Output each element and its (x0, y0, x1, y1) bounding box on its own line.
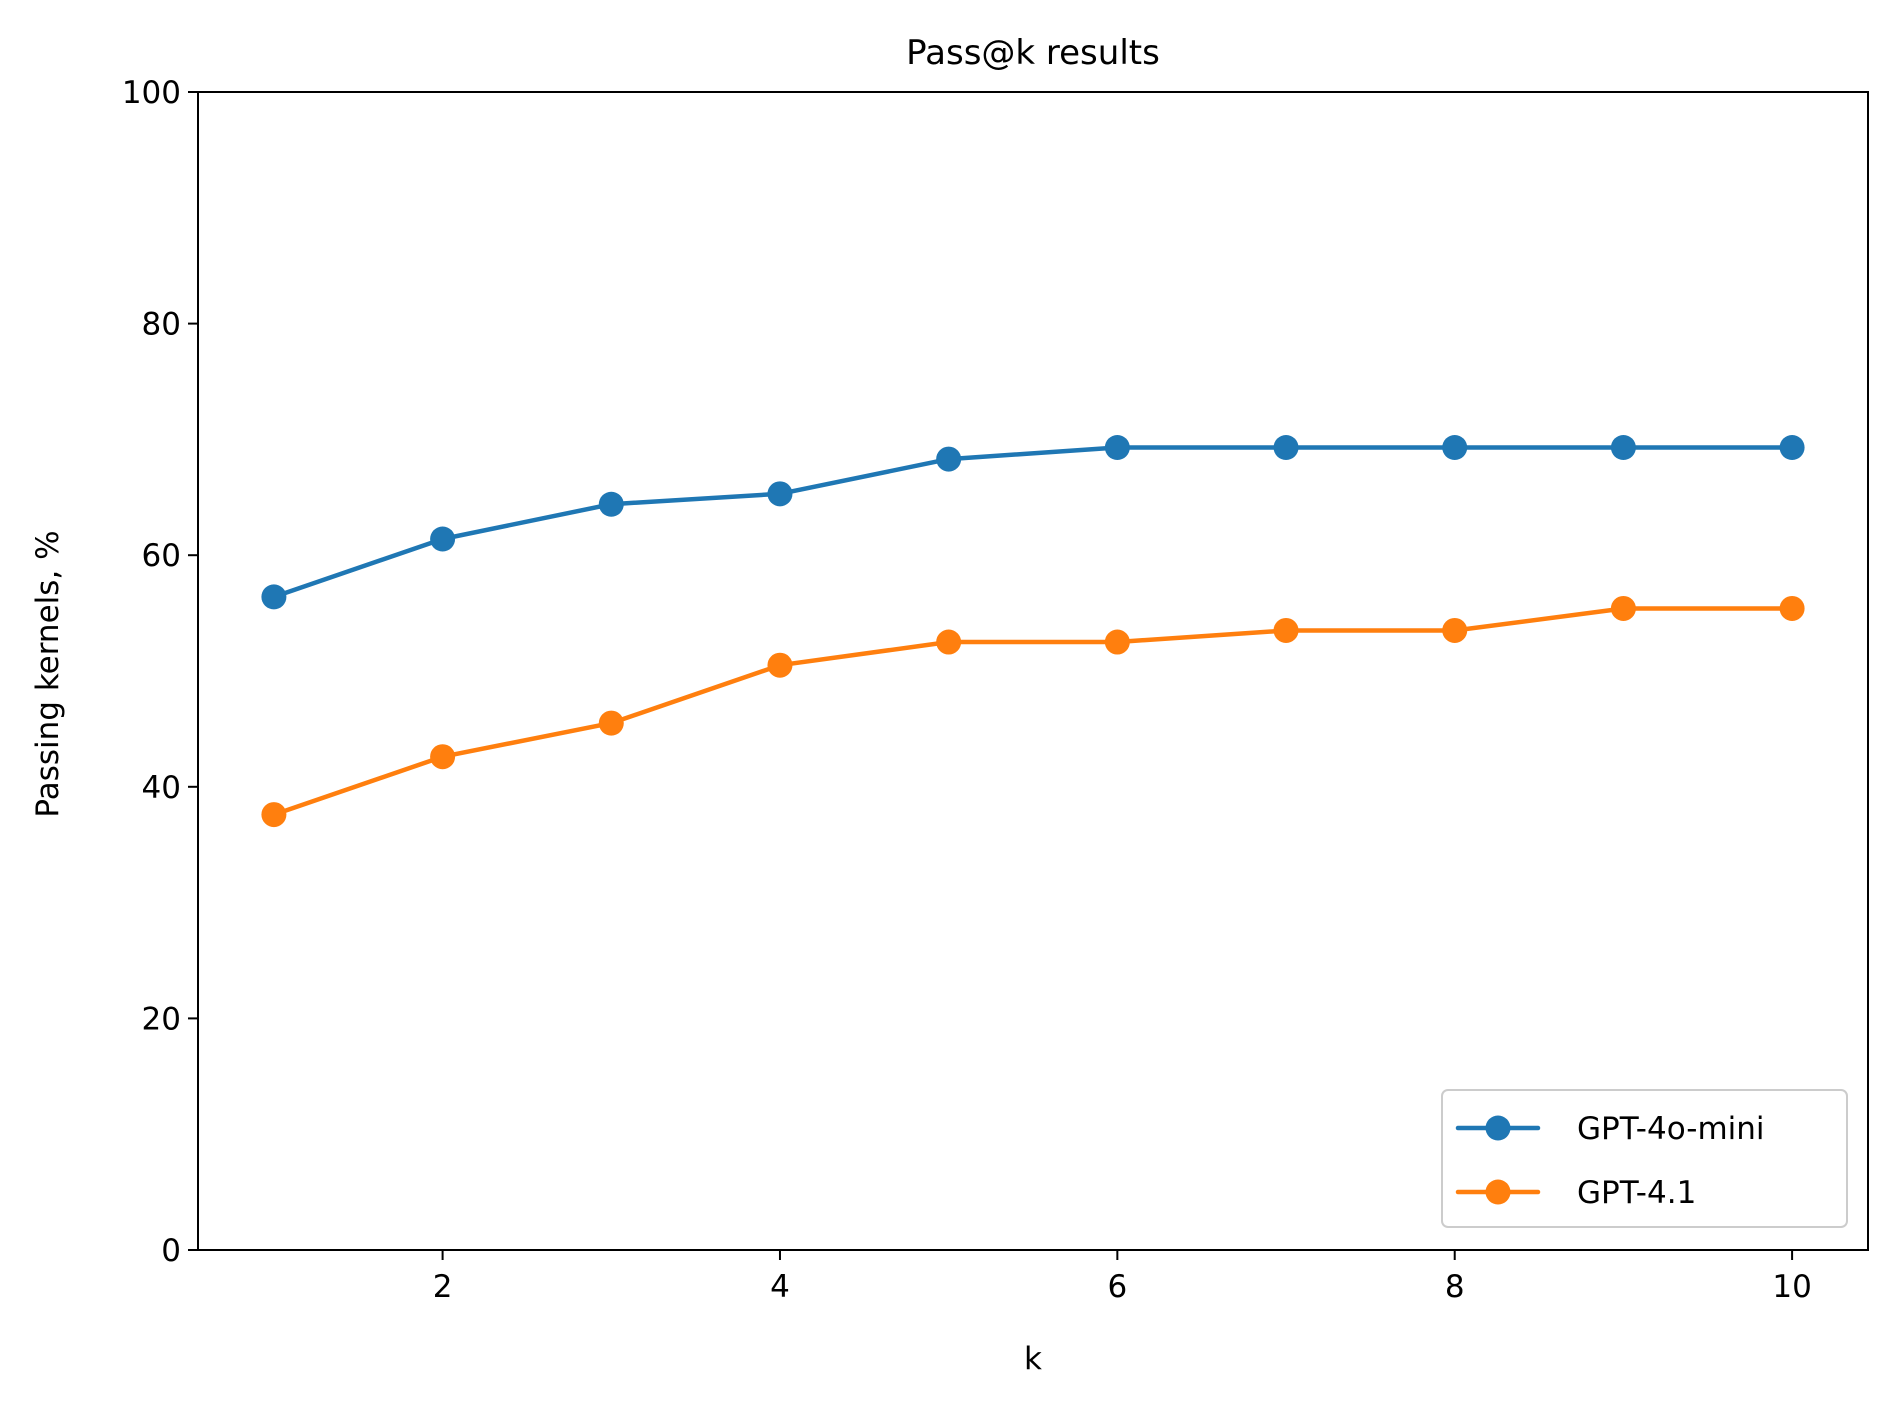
x-tick-label: 6 (1107, 1269, 1127, 1305)
data-point-0-4 (936, 446, 962, 472)
y-tick-label: 40 (142, 770, 181, 806)
legend-label: GPT-4.1 (1577, 1175, 1696, 1211)
series-line-1 (271, 606, 1795, 817)
data-point-1-4 (936, 629, 962, 655)
data-point-0-8 (1610, 435, 1636, 461)
x-tick-label: 4 (770, 1269, 790, 1305)
legend-label: GPT-4o-mini (1577, 1111, 1765, 1147)
data-point-1-8 (1610, 595, 1636, 621)
data-point-0-6 (1273, 435, 1299, 461)
y-tick-label: 80 (142, 307, 181, 343)
data-point-1-7 (1442, 617, 1468, 643)
y-axis-label: Passing kernels, % (30, 530, 66, 817)
legend-marker-0 (1485, 1115, 1511, 1141)
chart-title: Pass@k results (906, 33, 1160, 73)
x-axis-label: k (1024, 1341, 1042, 1377)
x-tick-label: 2 (433, 1269, 453, 1305)
plot-frame (197, 91, 1869, 1251)
data-point-1-3 (767, 652, 793, 678)
data-point-1-9 (1779, 595, 1805, 621)
data-point-1-0 (261, 802, 287, 828)
y-tick-label: 20 (142, 1001, 181, 1037)
data-point-1-1 (430, 744, 456, 770)
data-point-1-5 (1104, 629, 1130, 655)
legend: GPT-4o-mini GPT-4.1 (1441, 1089, 1848, 1228)
data-point-1-2 (598, 710, 624, 736)
data-point-0-5 (1104, 435, 1130, 461)
x-tick-label: 8 (1445, 1269, 1465, 1305)
series-line-0 (271, 445, 1795, 600)
y-tick-label: 0 (161, 1233, 181, 1269)
y-tick-label: 100 (122, 75, 181, 111)
data-point-0-3 (767, 481, 793, 507)
x-tick-label: 10 (1772, 1269, 1811, 1305)
data-point-0-2 (598, 491, 624, 517)
y-tick-label: 60 (142, 538, 181, 574)
legend-marker-1 (1485, 1179, 1511, 1205)
data-point-0-9 (1779, 435, 1805, 461)
data-point-1-6 (1273, 617, 1299, 643)
data-point-0-1 (430, 526, 456, 552)
legend-box (1441, 1089, 1848, 1228)
data-point-0-7 (1442, 435, 1468, 461)
data-point-0-0 (261, 584, 287, 610)
